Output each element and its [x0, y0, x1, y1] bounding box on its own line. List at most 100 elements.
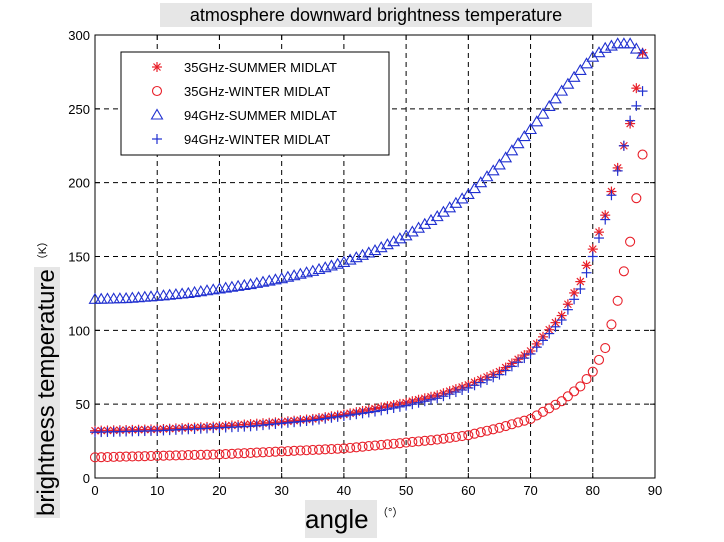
plus-marker	[581, 267, 592, 278]
circle-marker	[214, 449, 225, 460]
plus-marker	[450, 387, 461, 398]
triangle-marker	[617, 37, 631, 49]
circle-marker	[233, 448, 244, 459]
circle-marker	[544, 403, 555, 414]
triangle-marker	[536, 107, 550, 119]
triangle-marker	[356, 248, 370, 260]
circle-marker	[612, 295, 623, 306]
circle-marker	[289, 445, 300, 456]
circle-marker	[475, 427, 486, 438]
triangle-marker	[393, 232, 407, 244]
triangle-marker	[611, 37, 625, 49]
triangle-marker	[113, 292, 127, 304]
triangle-marker	[468, 181, 482, 194]
circle-marker	[631, 193, 642, 204]
circle-marker	[513, 417, 524, 428]
triangle-marker	[418, 217, 432, 229]
circle-marker	[245, 447, 256, 458]
plus-marker	[413, 397, 424, 408]
plus-marker	[606, 190, 617, 201]
triangle-marker	[505, 144, 519, 156]
plus-marker	[394, 401, 405, 412]
plus-marker	[482, 374, 492, 385]
triangle-marker	[405, 225, 419, 237]
plus-marker	[500, 365, 511, 376]
plus-marker	[550, 321, 561, 332]
circle-marker	[606, 319, 617, 330]
chart-title: atmosphere downward brightness temperatu…	[189, 5, 563, 25]
legend-plus-marker	[152, 134, 162, 144]
plus-marker	[531, 342, 542, 353]
triangle-marker	[524, 122, 538, 135]
triangle-marker	[517, 129, 531, 142]
circle-marker	[394, 438, 405, 449]
circle-marker	[114, 451, 125, 462]
plus-marker	[519, 353, 530, 364]
circle-marker	[419, 435, 430, 446]
circle-marker	[139, 451, 150, 462]
plus-marker	[562, 304, 573, 315]
plus-marker	[401, 400, 412, 411]
circle-marker	[326, 444, 337, 455]
legend-triangle-marker	[150, 108, 164, 120]
circle-marker	[177, 450, 188, 461]
plus-marker	[338, 410, 349, 421]
plus-marker	[637, 86, 648, 97]
plus-marker	[488, 372, 499, 383]
circle-marker	[133, 451, 144, 462]
circle-marker	[618, 266, 629, 277]
circle-marker	[432, 434, 443, 445]
triangle-marker	[374, 241, 388, 253]
circle-marker	[550, 399, 561, 410]
circle-marker	[170, 450, 181, 461]
plus-marker	[469, 380, 480, 391]
plus-marker	[351, 409, 362, 420]
circle-marker	[270, 446, 281, 457]
triangle-marker	[629, 42, 643, 54]
series-circle	[89, 149, 648, 463]
circle-marker	[351, 442, 362, 453]
triangle-marker	[492, 158, 506, 170]
circle-marker	[208, 449, 219, 460]
triangle-marker	[399, 229, 413, 241]
plus-marker	[419, 396, 430, 407]
plus-marker	[587, 251, 598, 262]
x-tick-label: 70	[523, 483, 537, 498]
data-marks	[88, 37, 650, 463]
circle-marker	[320, 444, 331, 455]
circle-marker	[401, 437, 412, 448]
x-tick-label: 80	[586, 483, 600, 498]
plus-marker	[569, 294, 580, 305]
plus-marker	[544, 328, 555, 339]
triangle-marker	[343, 253, 357, 265]
plus-marker	[345, 410, 356, 421]
triangle-marker	[94, 292, 108, 304]
circle-marker	[307, 444, 318, 455]
circle-marker	[276, 446, 287, 457]
x-tick-label: 20	[212, 483, 226, 498]
plus-marker	[457, 384, 468, 395]
circle-marker	[438, 433, 449, 444]
circle-marker	[96, 452, 107, 463]
circle-marker	[413, 436, 424, 447]
y-tick-label: 0	[83, 471, 90, 486]
plus-marker	[444, 389, 455, 400]
plus-marker	[625, 115, 636, 126]
plus-marker	[494, 369, 505, 380]
triangle-marker	[499, 151, 513, 163]
triangle-marker	[107, 292, 121, 304]
triangle-marker	[461, 187, 475, 200]
y-axis-unit: （K）	[37, 235, 49, 266]
plus-marker	[376, 405, 387, 416]
circle-marker	[121, 451, 132, 462]
circle-marker	[388, 438, 399, 449]
plus-marker	[370, 406, 380, 417]
triangle-marker	[349, 251, 363, 263]
circle-marker	[625, 236, 636, 247]
triangle-marker	[474, 176, 488, 188]
x-tick-label: 30	[274, 483, 288, 498]
plus-marker	[357, 408, 368, 419]
plus-marker	[612, 165, 623, 176]
legend-star-marker	[152, 62, 162, 72]
triangle-marker	[548, 92, 562, 104]
